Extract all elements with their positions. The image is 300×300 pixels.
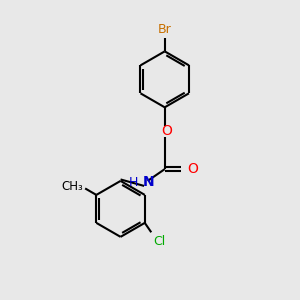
Text: N: N [142,176,154,189]
Text: O: O [161,124,172,138]
Text: O: O [187,162,198,176]
Text: Cl: Cl [153,235,165,248]
Text: H: H [129,176,138,189]
Text: CH₃: CH₃ [61,180,83,193]
Text: Br: Br [158,23,172,36]
